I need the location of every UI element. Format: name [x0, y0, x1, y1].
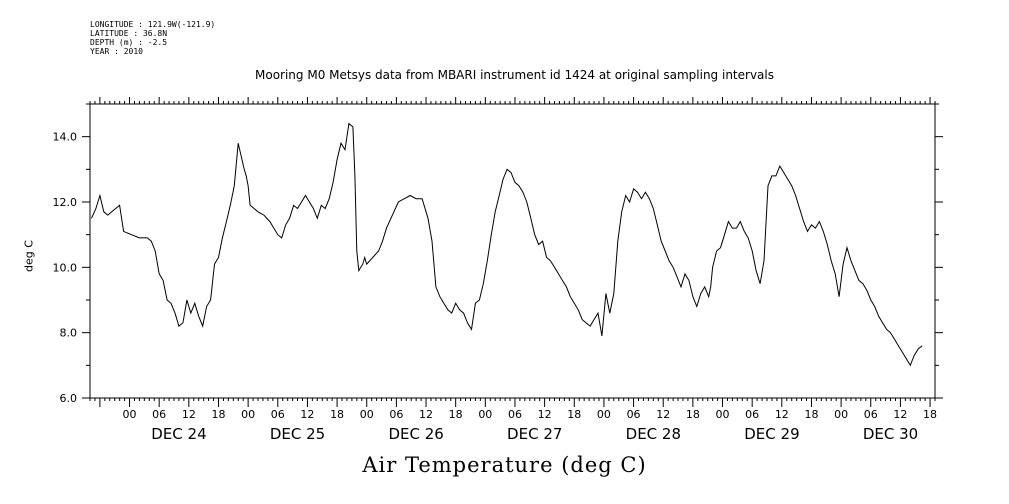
y-tick-label: 8.0 — [60, 327, 78, 340]
x-hour-tick-label: 18 — [923, 408, 937, 421]
x-hour-tick-label: 12 — [893, 408, 907, 421]
x-hour-tick-label: 06 — [864, 408, 878, 421]
plot-frame — [89, 103, 936, 399]
x-hour-tick-label: 06 — [745, 408, 759, 421]
x-day-label: DEC 24 — [151, 425, 206, 443]
x-hour-tick-label: 12 — [775, 408, 789, 421]
x-hour-tick-label: 06 — [271, 408, 285, 421]
metadata-block: LONGITUDE : 121.9W(-121.9) LATITUDE : 36… — [90, 20, 215, 56]
x-day-label: DEC 29 — [744, 425, 799, 443]
x-hour-tick-label: 00 — [241, 408, 255, 421]
latitude-text: LATITUDE : 36.8N — [90, 29, 168, 38]
x-axis-title: Air Temperature (deg C) — [362, 453, 647, 477]
x-hour-tick-label: 18 — [686, 408, 700, 421]
x-day-label: DEC 26 — [388, 425, 443, 443]
x-hour-tick-label: 06 — [389, 408, 403, 421]
x-day-label: DEC 27 — [507, 425, 562, 443]
y-tick-label: 12.0 — [53, 196, 78, 209]
chart-title: Mooring M0 Metsys data from MBARI instru… — [255, 68, 774, 82]
x-hour-tick-label: 00 — [123, 408, 137, 421]
x-hour-tick-label: 18 — [449, 408, 463, 421]
x-hour-tick-label: 00 — [716, 408, 730, 421]
x-day-label: DEC 30 — [863, 425, 918, 443]
x-hour-tick-label: 06 — [508, 408, 522, 421]
axis-tick-labels: 00 06 12 18 00 06 12 18 00 06 12 18 00 06 12 18 00 06 12 18… — [53, 131, 938, 443]
x-hour-tick-label: 00 — [360, 408, 374, 421]
x-hour-tick-label: 18 — [211, 408, 225, 421]
x-day-label: DEC 25 — [270, 425, 325, 443]
y-tick-label: 10.0 — [53, 261, 78, 274]
x-hour-tick-label: 12 — [656, 408, 670, 421]
x-hour-tick-label: 00 — [834, 408, 848, 421]
axis-ticks — [82, 97, 943, 407]
x-hour-tick-label: 06 — [627, 408, 641, 421]
y-tick-label: 14.0 — [53, 131, 78, 144]
x-hour-tick-label: 12 — [538, 408, 552, 421]
x-hour-tick-label: 18 — [330, 408, 344, 421]
longitude-text: LONGITUDE : 121.9W(-121.9) — [90, 20, 216, 29]
x-hour-tick-label: 18 — [804, 408, 818, 421]
x-hour-tick-label: 18 — [567, 408, 581, 421]
x-hour-tick-label: 00 — [597, 408, 611, 421]
x-hour-tick-label: 12 — [300, 408, 314, 421]
year-text: YEAR : 2010 — [90, 47, 143, 56]
x-hour-tick-label: 00 — [478, 408, 492, 421]
x-hour-tick-label: 12 — [419, 408, 433, 421]
depth-text: DEPTH (m) : -2.5 — [90, 38, 168, 47]
y-tick-label: 6.0 — [60, 392, 78, 405]
x-hour-tick-label: 06 — [152, 408, 166, 421]
air-temperature-series-line — [91, 122, 923, 367]
x-day-label: DEC 28 — [626, 425, 681, 443]
x-hour-tick-label: 12 — [182, 408, 196, 421]
